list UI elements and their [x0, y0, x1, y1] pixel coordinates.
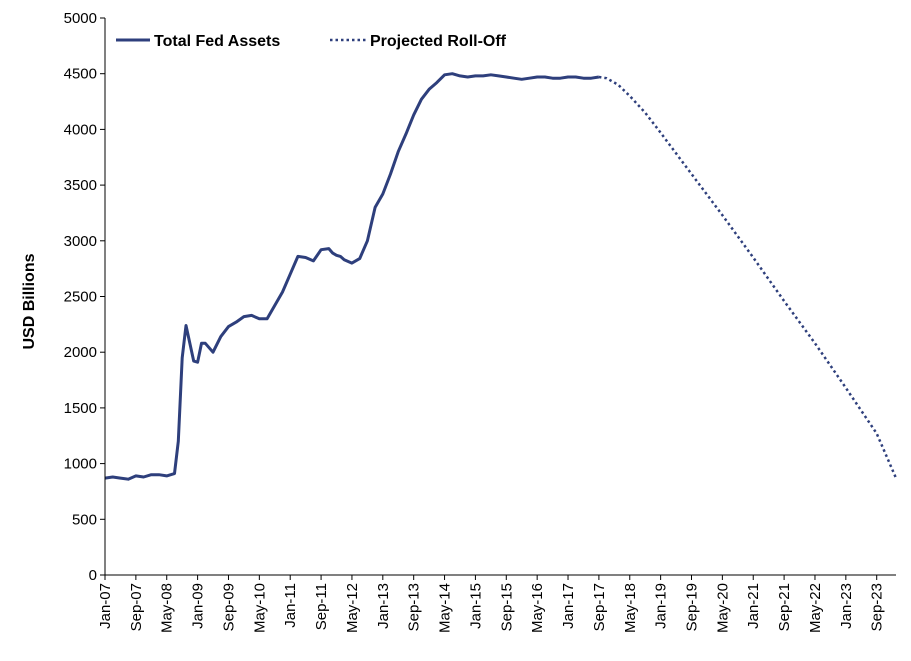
y-tick-label: 1000 — [64, 456, 97, 473]
x-tick-label: Jan-11 — [282, 583, 299, 628]
series-line-projected-roll-off — [598, 75, 898, 479]
x-tick-label: Sep-23 — [869, 583, 886, 631]
x-tick-label: May-22 — [807, 583, 824, 633]
series-line-total-fed-assets — [104, 72, 600, 481]
y-axis-ticks: 0 500 1000 1500 2000 2500 3000 3500 4000 4500 5000 — [64, 10, 105, 584]
x-tick-label: Sep-11 — [313, 583, 330, 630]
y-tick-label: 3000 — [64, 233, 97, 250]
legend: Total Fed Assets Projected Roll-Off — [116, 33, 507, 50]
x-tick-label: Sep-13 — [406, 583, 423, 631]
x-tick-label: May-18 — [622, 583, 639, 633]
y-axis-title: USD Billions — [21, 253, 38, 349]
x-tick-label: Sep-07 — [128, 583, 145, 631]
y-tick-label: 2000 — [64, 344, 97, 361]
x-tick-label: Jan-13 — [375, 583, 392, 629]
x-tick-label: Jan-07 — [97, 583, 114, 629]
y-tick-label: 500 — [72, 511, 97, 528]
y-tick-label: 4000 — [64, 121, 97, 138]
x-tick-label: Sep-15 — [498, 583, 515, 631]
y-tick-label: 0 — [89, 567, 97, 584]
x-tick-label: Sep-19 — [683, 583, 700, 631]
x-tick-label: Sep-17 — [591, 583, 608, 631]
y-tick-label: 2500 — [64, 289, 97, 306]
x-tick-label: May-10 — [251, 583, 268, 633]
x-axis-ticks: Jan-07 Sep-07 May-08 Jan-09 Sep-09 May-10 Jan-… — [97, 575, 886, 633]
x-tick-label: Sep-09 — [220, 583, 237, 631]
x-tick-label: Jan-15 — [467, 583, 484, 629]
legend-label-projected-roll-off: Projected Roll-Off — [370, 33, 507, 50]
x-tick-label: Jan-09 — [190, 583, 207, 629]
axes-layer — [104, 18, 896, 576]
y-tick-label: 3500 — [64, 177, 97, 194]
x-tick-label: Jan-17 — [560, 583, 577, 629]
y-tick-label: 1500 — [64, 400, 97, 417]
x-tick-label: May-08 — [159, 583, 176, 633]
x-tick-label: Jan-19 — [653, 583, 670, 629]
series-layer — [104, 72, 898, 481]
x-tick-label: Jan-23 — [838, 583, 855, 629]
y-tick-label: 4500 — [64, 66, 97, 83]
x-tick-label: May-12 — [344, 583, 361, 633]
x-tick-label: Sep-21 — [776, 583, 793, 631]
y-tick-label: 5000 — [64, 10, 97, 27]
x-tick-label: May-16 — [529, 583, 546, 633]
x-tick-label: May-14 — [437, 583, 454, 633]
x-tick-label: May-20 — [714, 583, 731, 633]
x-tick-label: Jan-21 — [745, 583, 762, 629]
legend-label-total-fed-assets: Total Fed Assets — [154, 33, 280, 50]
